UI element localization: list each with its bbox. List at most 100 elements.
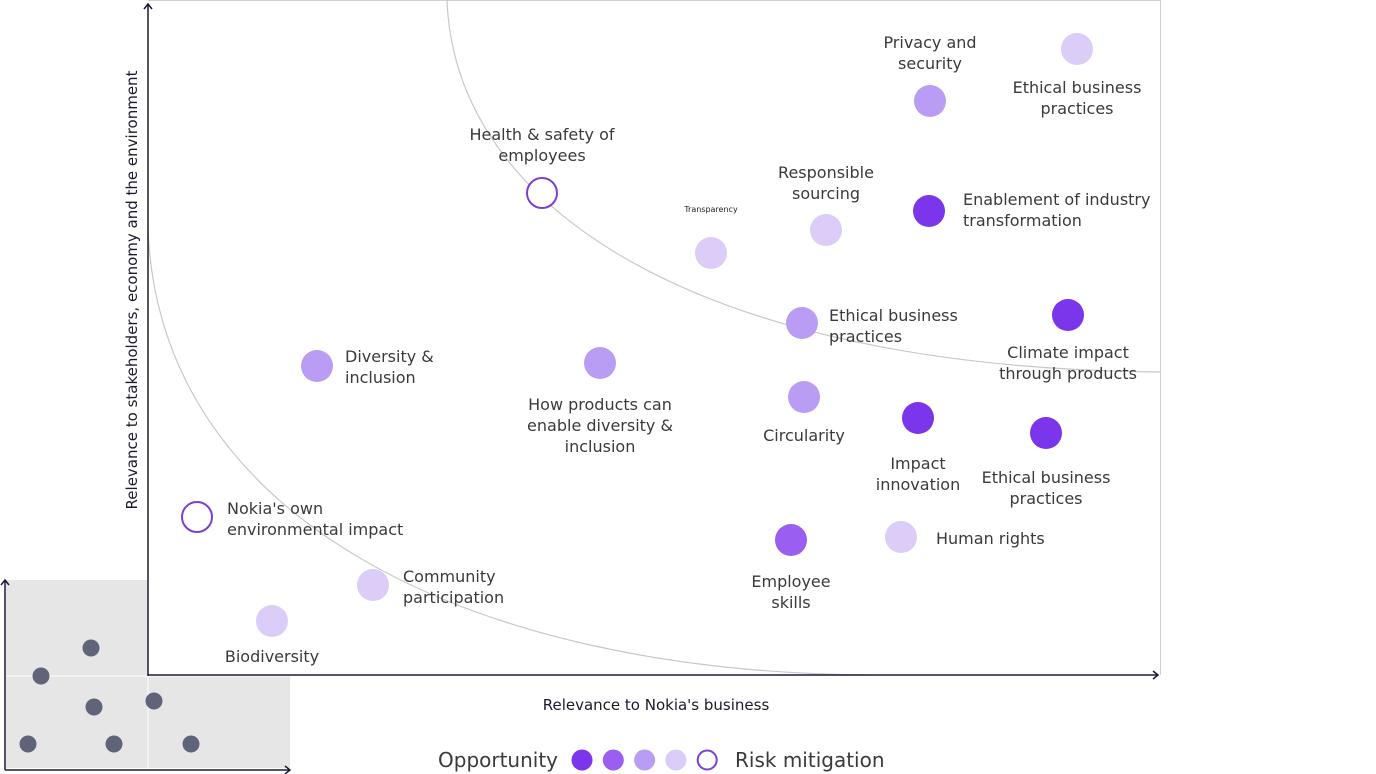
topic-label-line: How products can xyxy=(528,395,672,414)
topic-item: How products can enable diversity & inclus… xyxy=(527,347,673,456)
legend: Opportunity Risk mitigation xyxy=(438,748,885,772)
topic-label-line: Responsible xyxy=(778,163,874,182)
topic-item: Human rights xyxy=(885,521,1045,553)
topic-label-line: Ethical business xyxy=(829,306,958,325)
topic-marker xyxy=(913,195,945,227)
topic-label: Privacy and security xyxy=(883,33,976,73)
topic-label: Transparency xyxy=(683,205,738,214)
topic-marker xyxy=(902,402,934,434)
topic-item: Employee skills xyxy=(751,524,831,612)
topic-label-line: inclusion xyxy=(565,437,636,456)
inset-dot xyxy=(19,735,37,753)
topic-label-line: Biodiversity xyxy=(225,647,319,666)
topic-label: Responsible sourcing xyxy=(778,163,874,203)
topic-label-line: Ethical business xyxy=(982,468,1111,487)
topic-label: Circularity xyxy=(763,426,845,445)
topic-marker xyxy=(885,521,917,553)
topic-item: Health & safety of employees xyxy=(469,125,615,209)
upper-threshold-curve xyxy=(446,0,1161,373)
topic-marker xyxy=(526,177,558,209)
topic-item: Climate impact through products xyxy=(999,299,1137,383)
topic-label-line: security xyxy=(898,54,962,73)
lower-threshold-curve xyxy=(147,229,871,676)
topic-label: Climate impact through products xyxy=(999,343,1137,383)
x-axis-title: Relevance to Nokia's business xyxy=(543,696,770,714)
topic-item: Diversity & inclusion xyxy=(301,347,434,387)
inset-dot xyxy=(82,639,100,657)
topic-item: Community participation xyxy=(357,567,504,607)
topic-label: Ethical business practices xyxy=(829,306,958,346)
topic-label: Ethical business practices xyxy=(1013,78,1142,118)
topic-item: Transparency xyxy=(683,205,738,269)
topic-label-line: Circularity xyxy=(763,426,845,445)
topic-marker xyxy=(181,501,213,533)
y-axis-title: Relevance to stakeholders, economy and t… xyxy=(123,70,141,509)
topic-label-line: through products xyxy=(999,364,1137,383)
topic-marker xyxy=(301,350,333,382)
topic-item: Ethical business practices xyxy=(1013,33,1142,118)
topic-label-line: Ethical business xyxy=(1013,78,1142,97)
topic-label: Biodiversity xyxy=(225,647,319,666)
topic-label-line: practices xyxy=(1040,99,1113,118)
topic-label-line: participation xyxy=(403,588,504,607)
topic-label: How products can enable diversity & inclus… xyxy=(527,395,673,456)
topic-label-line: Transparency xyxy=(683,205,738,214)
inset-dot xyxy=(105,735,123,753)
topic-item: Ethical business practices xyxy=(982,417,1111,508)
topic-label: Employee skills xyxy=(751,572,830,612)
inset-dot xyxy=(145,692,163,710)
topic-marker xyxy=(788,381,820,413)
topic-label: Enablement of industry transformation xyxy=(963,190,1150,230)
topic-label-line: innovation xyxy=(876,475,960,494)
topic-label-line: Human rights xyxy=(936,529,1045,548)
topic-item: Nokia's own environmental impact xyxy=(181,499,403,539)
topic-label-line: practices xyxy=(829,327,902,346)
topic-label-line: transformation xyxy=(963,211,1082,230)
topic-label-line: Diversity & xyxy=(345,347,434,366)
topic-marker xyxy=(584,347,616,379)
inset-dot xyxy=(85,698,103,716)
topic-label-line: sourcing xyxy=(792,184,860,203)
legend-swatch-level1 xyxy=(571,749,593,771)
topic-label: Community participation xyxy=(403,567,504,607)
topic-marker xyxy=(695,237,727,269)
topic-marker xyxy=(256,605,288,637)
topic-label-line: practices xyxy=(1009,489,1082,508)
topic-marker xyxy=(357,569,389,601)
inset-dot xyxy=(182,735,200,753)
topic-label: Impact innovation xyxy=(876,454,960,494)
topic-label-line: Climate impact xyxy=(1007,343,1129,362)
inset-thumbnail xyxy=(0,572,298,774)
topic-label-line: Privacy and xyxy=(883,33,976,52)
topic-item: Circularity xyxy=(763,381,845,445)
topic-item: Ethical business practices xyxy=(786,306,958,346)
topic-label-line: Employee xyxy=(751,572,830,591)
topic-item: Impact innovation xyxy=(876,402,960,494)
legend-swatch-level2 xyxy=(602,749,624,771)
topic-label: Diversity & inclusion xyxy=(345,347,434,387)
topic-label-line: enable diversity & xyxy=(527,416,673,435)
topic-label-line: Nokia's own xyxy=(227,499,323,518)
topic-label-line: environmental impact xyxy=(227,520,403,539)
legend-swatch-level3 xyxy=(634,749,656,771)
topic-marker xyxy=(1052,299,1084,331)
topic-label: Health & safety of employees xyxy=(469,125,614,165)
topic-marker xyxy=(1030,417,1062,449)
legend-swatch-level4 xyxy=(665,749,687,771)
topic-label: Ethical business practices xyxy=(982,468,1111,508)
topic-label-line: Health & safety of xyxy=(469,125,614,144)
legend-swatch-risk xyxy=(696,749,718,771)
topic-marker xyxy=(810,214,842,246)
topic-item: Biodiversity xyxy=(225,605,319,666)
topic-label-line: employees xyxy=(498,146,585,165)
topic-item: Privacy and security xyxy=(883,33,977,117)
topic-label-line: inclusion xyxy=(345,368,416,387)
topic-item: Enablement of industry transformation xyxy=(913,190,1150,230)
topic-label: Human rights xyxy=(936,529,1045,548)
topic-item: Responsible sourcing xyxy=(778,163,874,246)
topic-marker xyxy=(914,85,946,117)
topic-label-line: Community xyxy=(403,567,496,586)
legend-opportunity-label: Opportunity xyxy=(438,748,558,772)
topic-marker xyxy=(775,524,807,556)
